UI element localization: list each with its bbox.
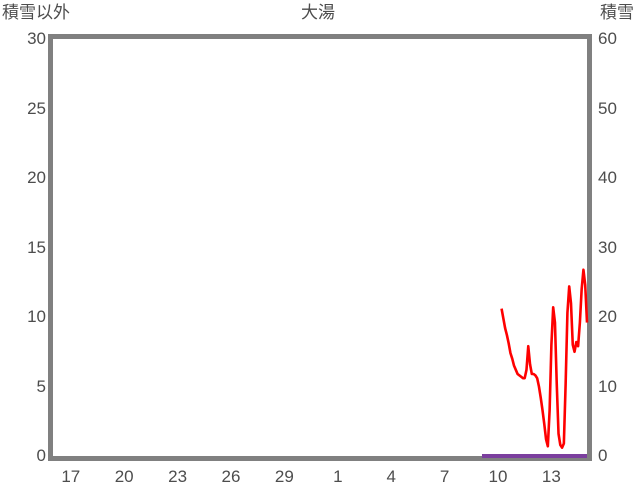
right-axis-title: 積雪 [600, 3, 634, 22]
y-axis-left-tick-label: 0 [36, 446, 46, 465]
y-axis-left-tick-label: 10 [27, 307, 46, 326]
data-series-layer [481, 268, 589, 458]
y-axis-left-tick-label: 25 [27, 98, 46, 118]
x-axis-tick-label: 23 [168, 467, 188, 486]
x-axis-tick-label: 4 [386, 467, 396, 486]
x-axis-tick-label: 1 [333, 467, 343, 486]
chart-title: 大湯 [301, 3, 335, 22]
y-axis-left-tick-label: 5 [36, 376, 46, 396]
y-axis-right-tick-label: 60 [598, 29, 617, 48]
plot-frame [48, 34, 592, 461]
x-axis-tick-label: 7 [439, 467, 450, 486]
y-axis-left-tick-label: 30 [27, 29, 46, 48]
y-axis-right-tick-label: 50 [598, 98, 617, 118]
plot-area [48, 34, 592, 461]
left-axis-title: 積雪以外 [2, 3, 70, 22]
y-axis-left-tick-label: 20 [27, 168, 46, 187]
x-axis-tick-label: 20 [114, 467, 134, 486]
x-axis-tick-label: 17 [61, 467, 81, 486]
y-axis-right-tick-label: 40 [598, 168, 617, 187]
y-axis-left-tick-label: 15 [27, 237, 46, 257]
y-axis-right-tick-label: 30 [598, 237, 617, 257]
x-axis-tick-label: 29 [274, 467, 294, 486]
y-axis-right-tick-label: 10 [598, 376, 617, 396]
x-axis-tick-label: 10 [488, 467, 508, 486]
y-axis-right-tick-label: 20 [598, 307, 617, 326]
x-axis-tick-label: 13 [541, 467, 561, 486]
x-axis-tick-label: 26 [221, 467, 241, 486]
y-axis-right-tick-label: 0 [598, 446, 608, 465]
